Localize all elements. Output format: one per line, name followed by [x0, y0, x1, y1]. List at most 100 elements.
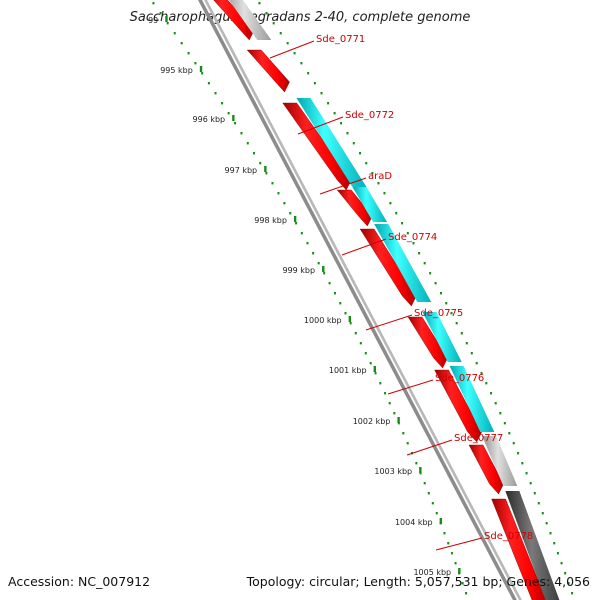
gene-label: Sde_0777 [454, 433, 503, 444]
outer-ruler-dot [517, 452, 520, 455]
outer-ruler-dot [389, 202, 392, 205]
outer-ruler-dot [272, 22, 275, 25]
dark-feature [505, 491, 560, 600]
outer-ruler-dot [556, 552, 559, 555]
outer-ruler-dot [313, 82, 316, 85]
outer-ruler-dot [418, 252, 421, 255]
topology-text: Topology: circular [246, 574, 356, 589]
inner-ruler-dot [300, 232, 303, 235]
scale-tick [439, 518, 443, 524]
backbone-outer [198, 0, 517, 600]
inner-ruler-dot [435, 512, 438, 515]
outer-ruler-dot [320, 92, 323, 95]
inner-ruler-dot [214, 92, 217, 95]
backbone-inner [204, 0, 522, 600]
outer-ruler-dot [567, 582, 570, 585]
outer-ruler-dot [265, 12, 268, 15]
inner-ruler-dot [295, 222, 298, 225]
scale-tick [348, 316, 352, 322]
inner-ruler-dot [419, 472, 422, 475]
scale-label: 1005 kbp [413, 568, 451, 577]
outer-ruler-dot [395, 212, 398, 215]
outer-ruler-dot [545, 522, 548, 525]
inner-ruler-dot [180, 42, 183, 45]
gene-label: Sde_0775 [414, 308, 463, 319]
outer-ruler-dot [359, 152, 362, 155]
label-layer: Sde_0771 Sde_0772 araD Sde_0774 Sde_0775 Sde_… [269, 34, 533, 551]
inner-ruler-dot [344, 312, 347, 315]
outer-ruler-dot [286, 42, 289, 45]
inner-ruler-dot [359, 342, 362, 345]
gene-leader-line [269, 40, 315, 59]
outer-ruler-dot [423, 262, 426, 265]
outer-ruler-dot [485, 382, 488, 385]
outer-ruler-dot [346, 132, 349, 135]
outer-ruler-dot [508, 432, 511, 435]
outer-ruler-dot [499, 412, 502, 415]
outer-ruler-dot [529, 482, 532, 485]
scale-label: 1001 kbp [329, 366, 367, 375]
cyan-feature [374, 224, 432, 302]
accession-text: Accession: NC_007912 [8, 574, 151, 589]
cds-arrow [282, 102, 352, 191]
cds-arrow [491, 498, 547, 600]
inner-ruler-dot [443, 532, 446, 535]
scale-label: 1004 kbp [395, 518, 433, 527]
inner-ruler-dot [465, 592, 468, 595]
inner-ruler-dot [306, 242, 309, 245]
outer-ruler-dot [525, 472, 528, 475]
outer-ruler-dot [293, 52, 296, 55]
inner-ruler-dot [339, 302, 342, 305]
inner-ruler-dot [374, 372, 377, 375]
scale-tick [373, 366, 376, 372]
outer-ruler-dot [564, 572, 567, 575]
cds-arrow [213, 0, 255, 41]
genes-text: Genes: 4,056 [506, 574, 590, 589]
inner-ruler-dot [393, 412, 396, 415]
gene-leader-line [406, 439, 453, 456]
outer-ruler-dot [327, 102, 330, 105]
scale-tick [199, 66, 203, 72]
inner-ruler-dot [221, 102, 224, 105]
summary-text: Topology: circular; Length: 5,057,531 bp… [246, 574, 590, 589]
scale-tick [419, 467, 422, 473]
scale-tick [232, 115, 235, 121]
inner-ruler-dot [201, 72, 204, 75]
inner-ruler-dot [277, 192, 280, 195]
ruler-layer: 99 995 kbp 996 kbp 997 kbp 998 kbp 999 kbp 100… [148, 2, 574, 595]
cyan-feature [422, 312, 462, 362]
inner-ruler-dot [364, 352, 367, 355]
cds-arrow [246, 49, 290, 93]
outer-ruler-dot [352, 142, 355, 145]
scale-tick [458, 568, 461, 574]
gene-leader-line [435, 537, 483, 551]
inner-ruler-dot [187, 52, 190, 55]
scale-label: 997 kbp [225, 166, 258, 175]
gene-leader-line [341, 238, 387, 256]
scale-tick [322, 266, 325, 272]
outer-ruler-dot [475, 362, 478, 365]
inner-ruler-dot [384, 392, 387, 395]
outer-ruler-dot [333, 112, 336, 115]
outer-ruler-dot [553, 542, 556, 545]
scale-label: 998 kbp [254, 216, 287, 225]
scale-tick [293, 216, 297, 222]
outer-ruler-dot [307, 72, 310, 75]
cds-arrow [468, 444, 504, 495]
inner-ruler-dot [323, 272, 326, 275]
inner-ruler-dot [388, 402, 391, 405]
outer-ruler-dot [412, 242, 415, 245]
inner-ruler-dot [423, 482, 426, 485]
gene-leader-line [319, 177, 367, 195]
outer-ruler-dot [537, 502, 540, 505]
outer-ruler-dot [512, 442, 515, 445]
inner-ruler-dot [354, 332, 357, 335]
scale-label: 99 [148, 16, 158, 25]
scale-label: 1000 kbp [304, 316, 342, 325]
outer-ruler-dot [455, 322, 458, 325]
outer-ruler-dot [406, 232, 409, 235]
inner-ruler-dot [152, 2, 155, 5]
scale-label: 1002 kbp [353, 417, 391, 426]
inner-ruler-dot [166, 22, 169, 25]
inner-ruler-dot [253, 152, 256, 155]
